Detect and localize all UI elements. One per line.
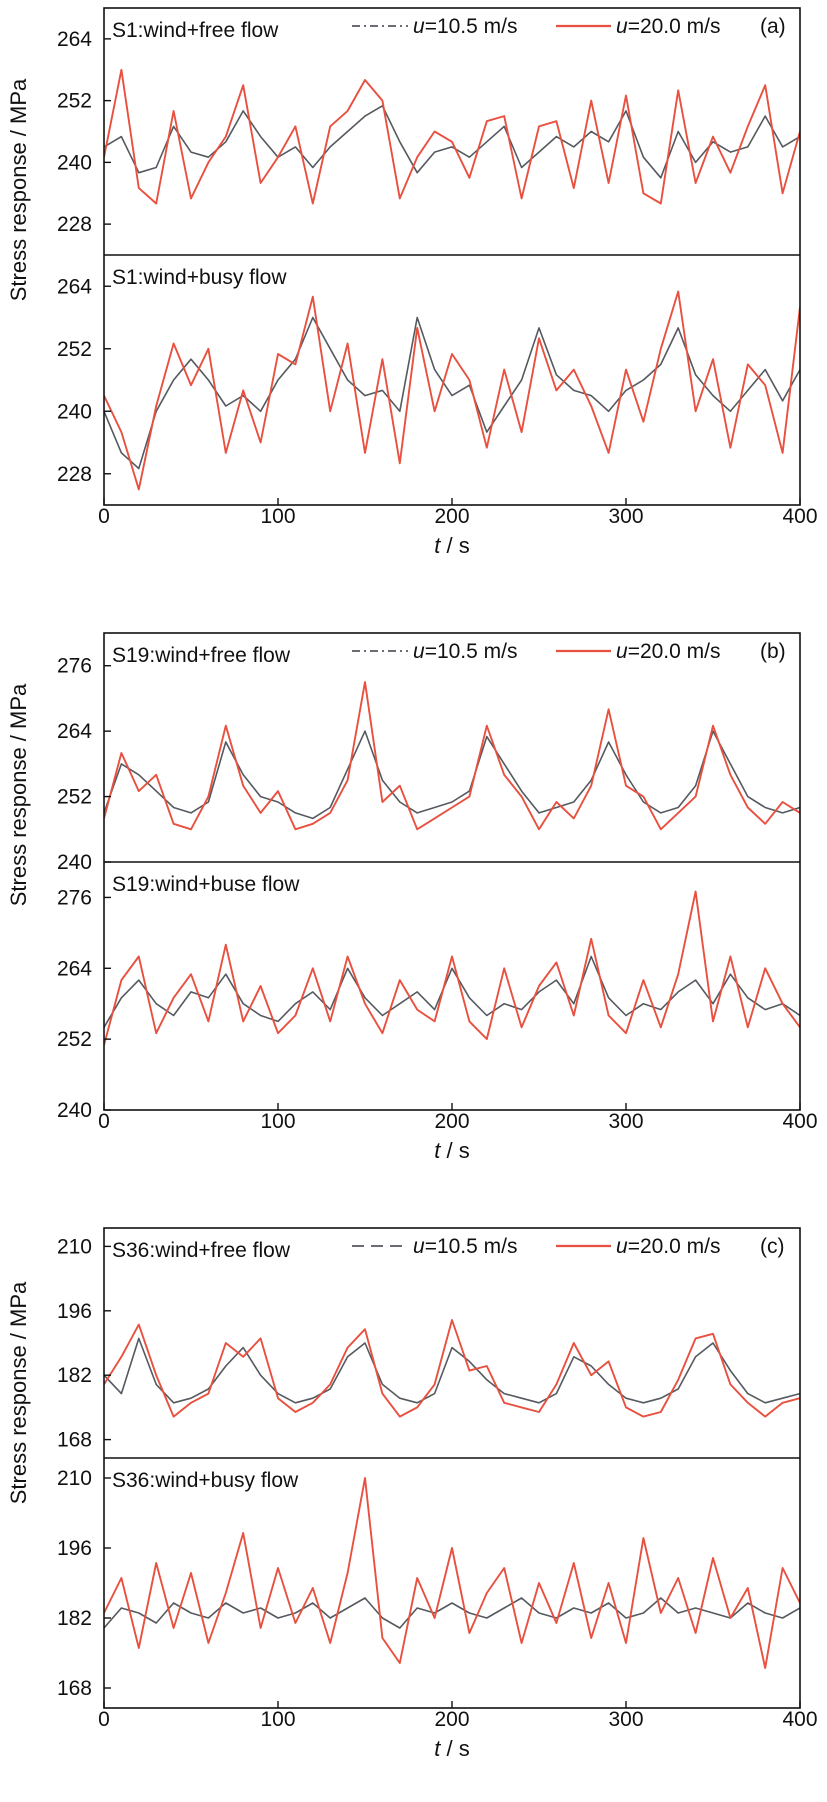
subplot-title: S19:wind+buse flow: [112, 873, 300, 896]
x-tick-label: 400: [782, 1708, 817, 1731]
x-axis-label: t / s: [434, 1736, 469, 1761]
x-tick-label: 200: [434, 505, 469, 528]
legend-label-u10-5: u=10.5 m/s: [413, 640, 518, 663]
series-u20-line: [104, 1319, 800, 1418]
legend-label-u20: u=20.0 m/s: [616, 640, 721, 663]
y-tick-label: 228: [57, 463, 92, 486]
y-tick-label: 210: [57, 1235, 92, 1258]
series-u10-5-line: [104, 316, 800, 470]
x-tick-label: 300: [608, 505, 643, 528]
x-tick-label: 100: [260, 1110, 295, 1133]
legend-label-u20: u=20.0 m/s: [616, 15, 721, 38]
panel-group-label: (b): [760, 640, 786, 663]
subplot-title: S19:wind+free flow: [112, 644, 291, 667]
y-tick-label: 196: [57, 1537, 92, 1560]
series-u20-line: [104, 68, 800, 205]
panel-group-1: 228 240 252 264 S1:wind+free flow 228 240 252 26…: [6, 7, 818, 558]
y-tick-label: 240: [57, 400, 92, 423]
x-tick-label: 100: [260, 1708, 295, 1731]
y-tick-label: 168: [57, 1677, 92, 1700]
plot-frame: [103, 1227, 801, 1709]
y-tick-label: 182: [57, 1364, 92, 1387]
subplot-title: S1:wind+busy flow: [112, 266, 287, 289]
series-u20-line: [104, 290, 800, 491]
y-tick-label: 252: [57, 786, 92, 809]
x-tick-label: 300: [608, 1708, 643, 1731]
subplot-title: S1:wind+free flow: [112, 19, 279, 42]
legend: u=10.5 m/s u=20.0 m/s: [352, 15, 721, 38]
y-tick-label: 264: [57, 28, 92, 51]
x-tick-label: 0: [98, 505, 110, 528]
subplot-title: S36:wind+busy flow: [112, 1469, 299, 1492]
subplot-3-2: 168 182 196 210 S36:wind+busy flow: [57, 1467, 800, 1700]
x-tick-label: 400: [782, 1110, 817, 1133]
y-tick-label: 252: [57, 90, 92, 113]
x-tick-label: 0: [98, 1708, 110, 1731]
series-u20-line: [104, 1477, 800, 1669]
plot-frame: [103, 632, 801, 1111]
subplot-2-1: 240 252 264 276 S19:wind+free flow: [57, 644, 800, 874]
x-tick-label: 200: [434, 1708, 469, 1731]
series-u10-5-line: [104, 730, 800, 820]
x-tick-label: 400: [782, 505, 817, 528]
legend-label-u10-5: u=10.5 m/s: [413, 15, 518, 38]
y-tick-label: 276: [57, 655, 92, 678]
subplot-title: S36:wind+free flow: [112, 1239, 291, 1262]
subplot-1-2: 228 240 252 264 S1:wind+busy flow: [57, 266, 800, 491]
y-tick-label: 264: [57, 275, 92, 298]
x-axis-label: t / s: [434, 533, 469, 558]
legend-label-u20: u=20.0 m/s: [616, 1235, 721, 1258]
series-u20-line: [104, 890, 800, 1046]
subplot-2-2: 240 252 264 276 S19:wind+buse flow: [57, 873, 800, 1122]
legend-label-u10-5: u=10.5 m/s: [413, 1235, 518, 1258]
y-tick-label: 264: [57, 957, 92, 980]
x-tick-label: 200: [434, 1110, 469, 1133]
y-tick-label: 240: [57, 851, 92, 874]
y-tick-label: 196: [57, 1300, 92, 1323]
x-tick-label: 0: [98, 1110, 110, 1133]
y-tick-label: 276: [57, 886, 92, 909]
y-tick-label: 252: [57, 338, 92, 361]
y-tick-label: 240: [57, 151, 92, 174]
x-tick-label: 300: [608, 1110, 643, 1133]
y-tick-label: 168: [57, 1429, 92, 1452]
y-axis-label: Stress response / MPa: [6, 78, 31, 301]
y-tick-label: 264: [57, 720, 92, 743]
legend: u=10.5 m/s u=20.0 m/s: [352, 640, 721, 663]
subplot-3-1: 168 182 196 210 S36:wind+free flow: [57, 1235, 800, 1452]
y-tick-label: 228: [57, 213, 92, 236]
panel-group-label: (a): [760, 15, 786, 38]
y-tick-label: 182: [57, 1607, 92, 1630]
y-axis-label: Stress response / MPa: [6, 1281, 31, 1504]
series-u10-5-line: [104, 1337, 800, 1404]
subplot-1-1: 228 240 252 264 S1:wind+free flow: [57, 19, 800, 236]
legend: u=10.5 m/s u=20.0 m/s: [352, 1235, 721, 1258]
y-tick-label: 210: [57, 1467, 92, 1490]
y-tick-label: 252: [57, 1028, 92, 1051]
panel-group-3: 168 182 196 210 S36:wind+free flow 168 182 196 2…: [6, 1227, 818, 1761]
y-axis-label: Stress response / MPa: [6, 683, 31, 906]
x-tick-label: 100: [260, 505, 295, 528]
plot-frame: [103, 7, 801, 506]
x-axis-label: t / s: [434, 1138, 469, 1163]
y-tick-label: 240: [57, 1099, 92, 1122]
panel-group-label: (c): [760, 1235, 785, 1258]
series-u10-5-line: [104, 1597, 800, 1629]
series-u10-5-line: [104, 955, 800, 1028]
series-u20-line: [104, 681, 800, 831]
series-u10-5-line: [104, 105, 800, 179]
